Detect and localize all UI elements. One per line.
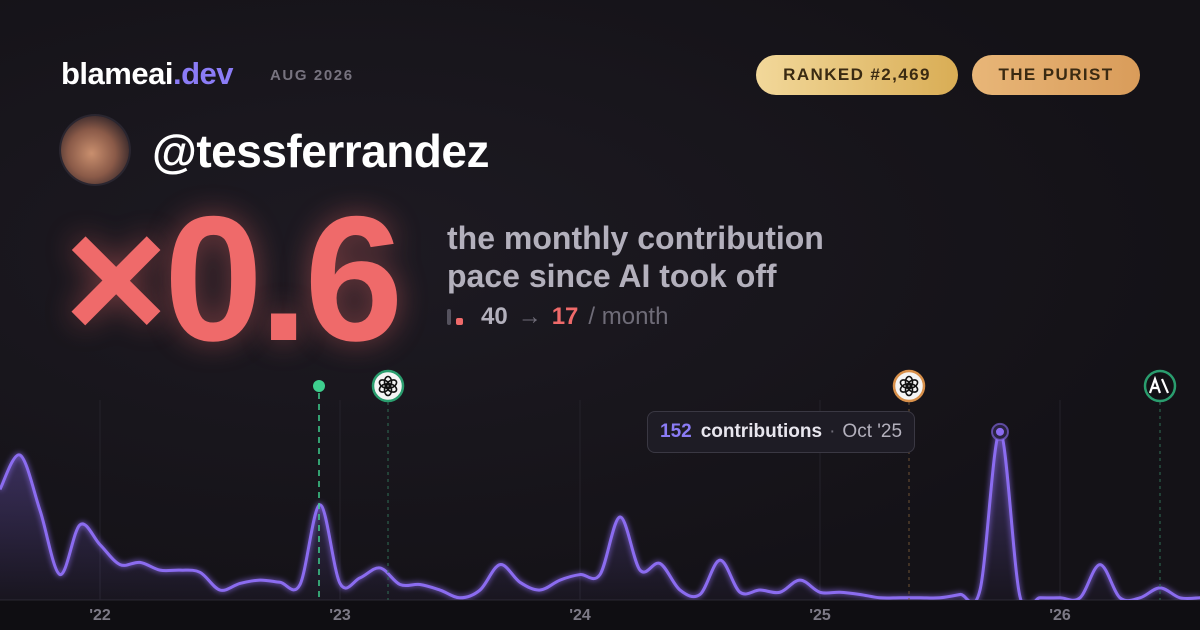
tooltip-label: contributions bbox=[700, 421, 823, 442]
persona-badge: THE PURIST bbox=[972, 55, 1140, 95]
avatar bbox=[61, 116, 129, 184]
event-dot bbox=[313, 380, 325, 392]
before-value: 40 bbox=[481, 303, 508, 330]
tooltip-value: 152 bbox=[660, 421, 692, 442]
area bbox=[0, 431, 1200, 600]
description: the monthly contribution bbox=[447, 220, 824, 256]
openai-glyph bbox=[899, 375, 919, 397]
rate-icon bbox=[447, 309, 451, 325]
separator: · bbox=[829, 421, 836, 442]
description: pace since AI took off bbox=[447, 258, 777, 294]
brand: blameai.dev bbox=[61, 56, 233, 92]
rate-icon bbox=[456, 318, 463, 325]
date: AUG 2026 bbox=[270, 67, 354, 84]
openai-icon bbox=[892, 369, 926, 403]
tooltip-date: Oct '25 bbox=[842, 421, 903, 442]
brand-name: blameai bbox=[61, 56, 173, 91]
arrow: → bbox=[517, 303, 542, 330]
anthropic-glyph bbox=[1148, 375, 1170, 394]
rank-badge: RANKED #2,469 bbox=[756, 55, 958, 95]
unit: / month bbox=[588, 303, 669, 330]
brand-suffix: .dev bbox=[172, 56, 234, 91]
x-tick-label: '24 bbox=[569, 607, 591, 624]
multiplier: ×0.6 bbox=[64, 179, 403, 378]
x-tick-label: '23 bbox=[329, 607, 351, 624]
line bbox=[0, 430, 1200, 600]
x-tick-label: '26 bbox=[1049, 607, 1071, 624]
highlight-point bbox=[996, 427, 1004, 436]
rate: 40 → 17 / month bbox=[447, 303, 668, 331]
event-markers bbox=[313, 369, 1177, 600]
tooltip: 152 contributions · Oct '25 bbox=[647, 411, 916, 453]
handle: @tessferrandez bbox=[152, 125, 490, 177]
axis-band bbox=[0, 600, 1200, 630]
anthropic-icon bbox=[1143, 369, 1177, 403]
openai-glyph bbox=[378, 375, 398, 397]
x-tick-label: '25 bbox=[809, 607, 831, 624]
x-tick-label: '22 bbox=[89, 607, 111, 624]
openai-icon bbox=[371, 369, 405, 403]
after-value: 17 bbox=[551, 303, 579, 330]
